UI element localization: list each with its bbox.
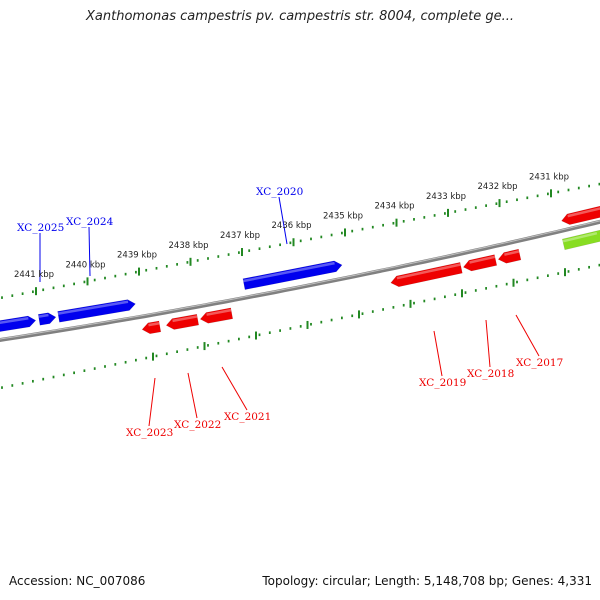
gene-label-reverse[interactable]: XC_2019 bbox=[419, 377, 466, 389]
label-leader-line bbox=[148, 377, 156, 427]
genome-summary: Topology: circular; Length: 5,148,708 bp… bbox=[262, 574, 592, 588]
tick-label: 2439 kbp bbox=[117, 251, 157, 261]
tick-label: 2434 kbp bbox=[375, 202, 415, 212]
gene-label-reverse[interactable]: XC_2017 bbox=[516, 357, 563, 369]
gene-reverse[interactable] bbox=[141, 320, 162, 335]
tick-label: 2440 kbp bbox=[66, 260, 106, 270]
tick-label: 2436 kbp bbox=[272, 221, 312, 231]
gene-label-reverse[interactable]: XC_2021 bbox=[224, 411, 271, 423]
gene-reverse[interactable] bbox=[165, 313, 200, 331]
inner-tick-ring bbox=[1, 263, 600, 389]
label-leader-line bbox=[515, 314, 540, 357]
label-leader-line bbox=[88, 226, 91, 277]
outer-tick-ring bbox=[1, 182, 600, 299]
gene-label-forward[interactable]: XC_2025 bbox=[17, 222, 64, 234]
gene-reverse[interactable] bbox=[497, 248, 522, 265]
gene-forward[interactable] bbox=[57, 298, 137, 323]
tick-label: 2438 kbp bbox=[169, 241, 209, 251]
label-leader-line bbox=[278, 196, 288, 245]
label-leader-line bbox=[221, 366, 248, 411]
tick-label: 2432 kbp bbox=[478, 182, 518, 192]
gene-track bbox=[0, 205, 600, 335]
genome-backbone bbox=[0, 219, 600, 343]
tick-label: 2435 kbp bbox=[323, 211, 363, 221]
gene-reverse[interactable] bbox=[560, 205, 600, 226]
label-leader-line bbox=[187, 372, 198, 419]
tick-label: 2433 kbp bbox=[426, 192, 466, 202]
tick-label: 2437 kbp bbox=[220, 231, 260, 241]
gene-forward[interactable] bbox=[37, 312, 57, 326]
gene-forward[interactable] bbox=[242, 260, 343, 290]
backbone-highlight bbox=[0, 220, 600, 340]
gene-reverse[interactable] bbox=[390, 262, 463, 288]
gene-label-forward[interactable]: XC_2020 bbox=[256, 186, 303, 198]
gene-label-reverse[interactable]: XC_2022 bbox=[174, 419, 221, 431]
gene-highlight[interactable] bbox=[561, 229, 600, 251]
gene-labels: XC_2025 XC_2024XC_2020XC_2023XC_2022XC_20… bbox=[17, 186, 563, 439]
accession-label: Accession: NC_007086 bbox=[9, 574, 146, 588]
gene-reverse[interactable] bbox=[199, 307, 234, 325]
label-leader-line bbox=[433, 330, 443, 377]
gene-label-reverse[interactable]: XC_2018 bbox=[467, 368, 514, 380]
tick-labels: 2441 kbp 2440 kbp 2439 kbp 2438 kbp 2437 kbp… bbox=[14, 172, 569, 280]
label-leader-line bbox=[485, 319, 491, 368]
gene-forward[interactable] bbox=[0, 315, 37, 333]
tick-label: 2431 kbp bbox=[529, 172, 569, 182]
gene-label-forward[interactable]: XC_2024 bbox=[66, 216, 114, 228]
tick-label: 2441 kbp bbox=[14, 270, 54, 280]
map-title: Xanthomonas campestris pv. campestris st… bbox=[86, 9, 514, 24]
backbone-line bbox=[0, 219, 600, 343]
gene-label-reverse[interactable]: XC_2023 bbox=[126, 427, 173, 439]
gene-reverse[interactable] bbox=[462, 254, 498, 273]
